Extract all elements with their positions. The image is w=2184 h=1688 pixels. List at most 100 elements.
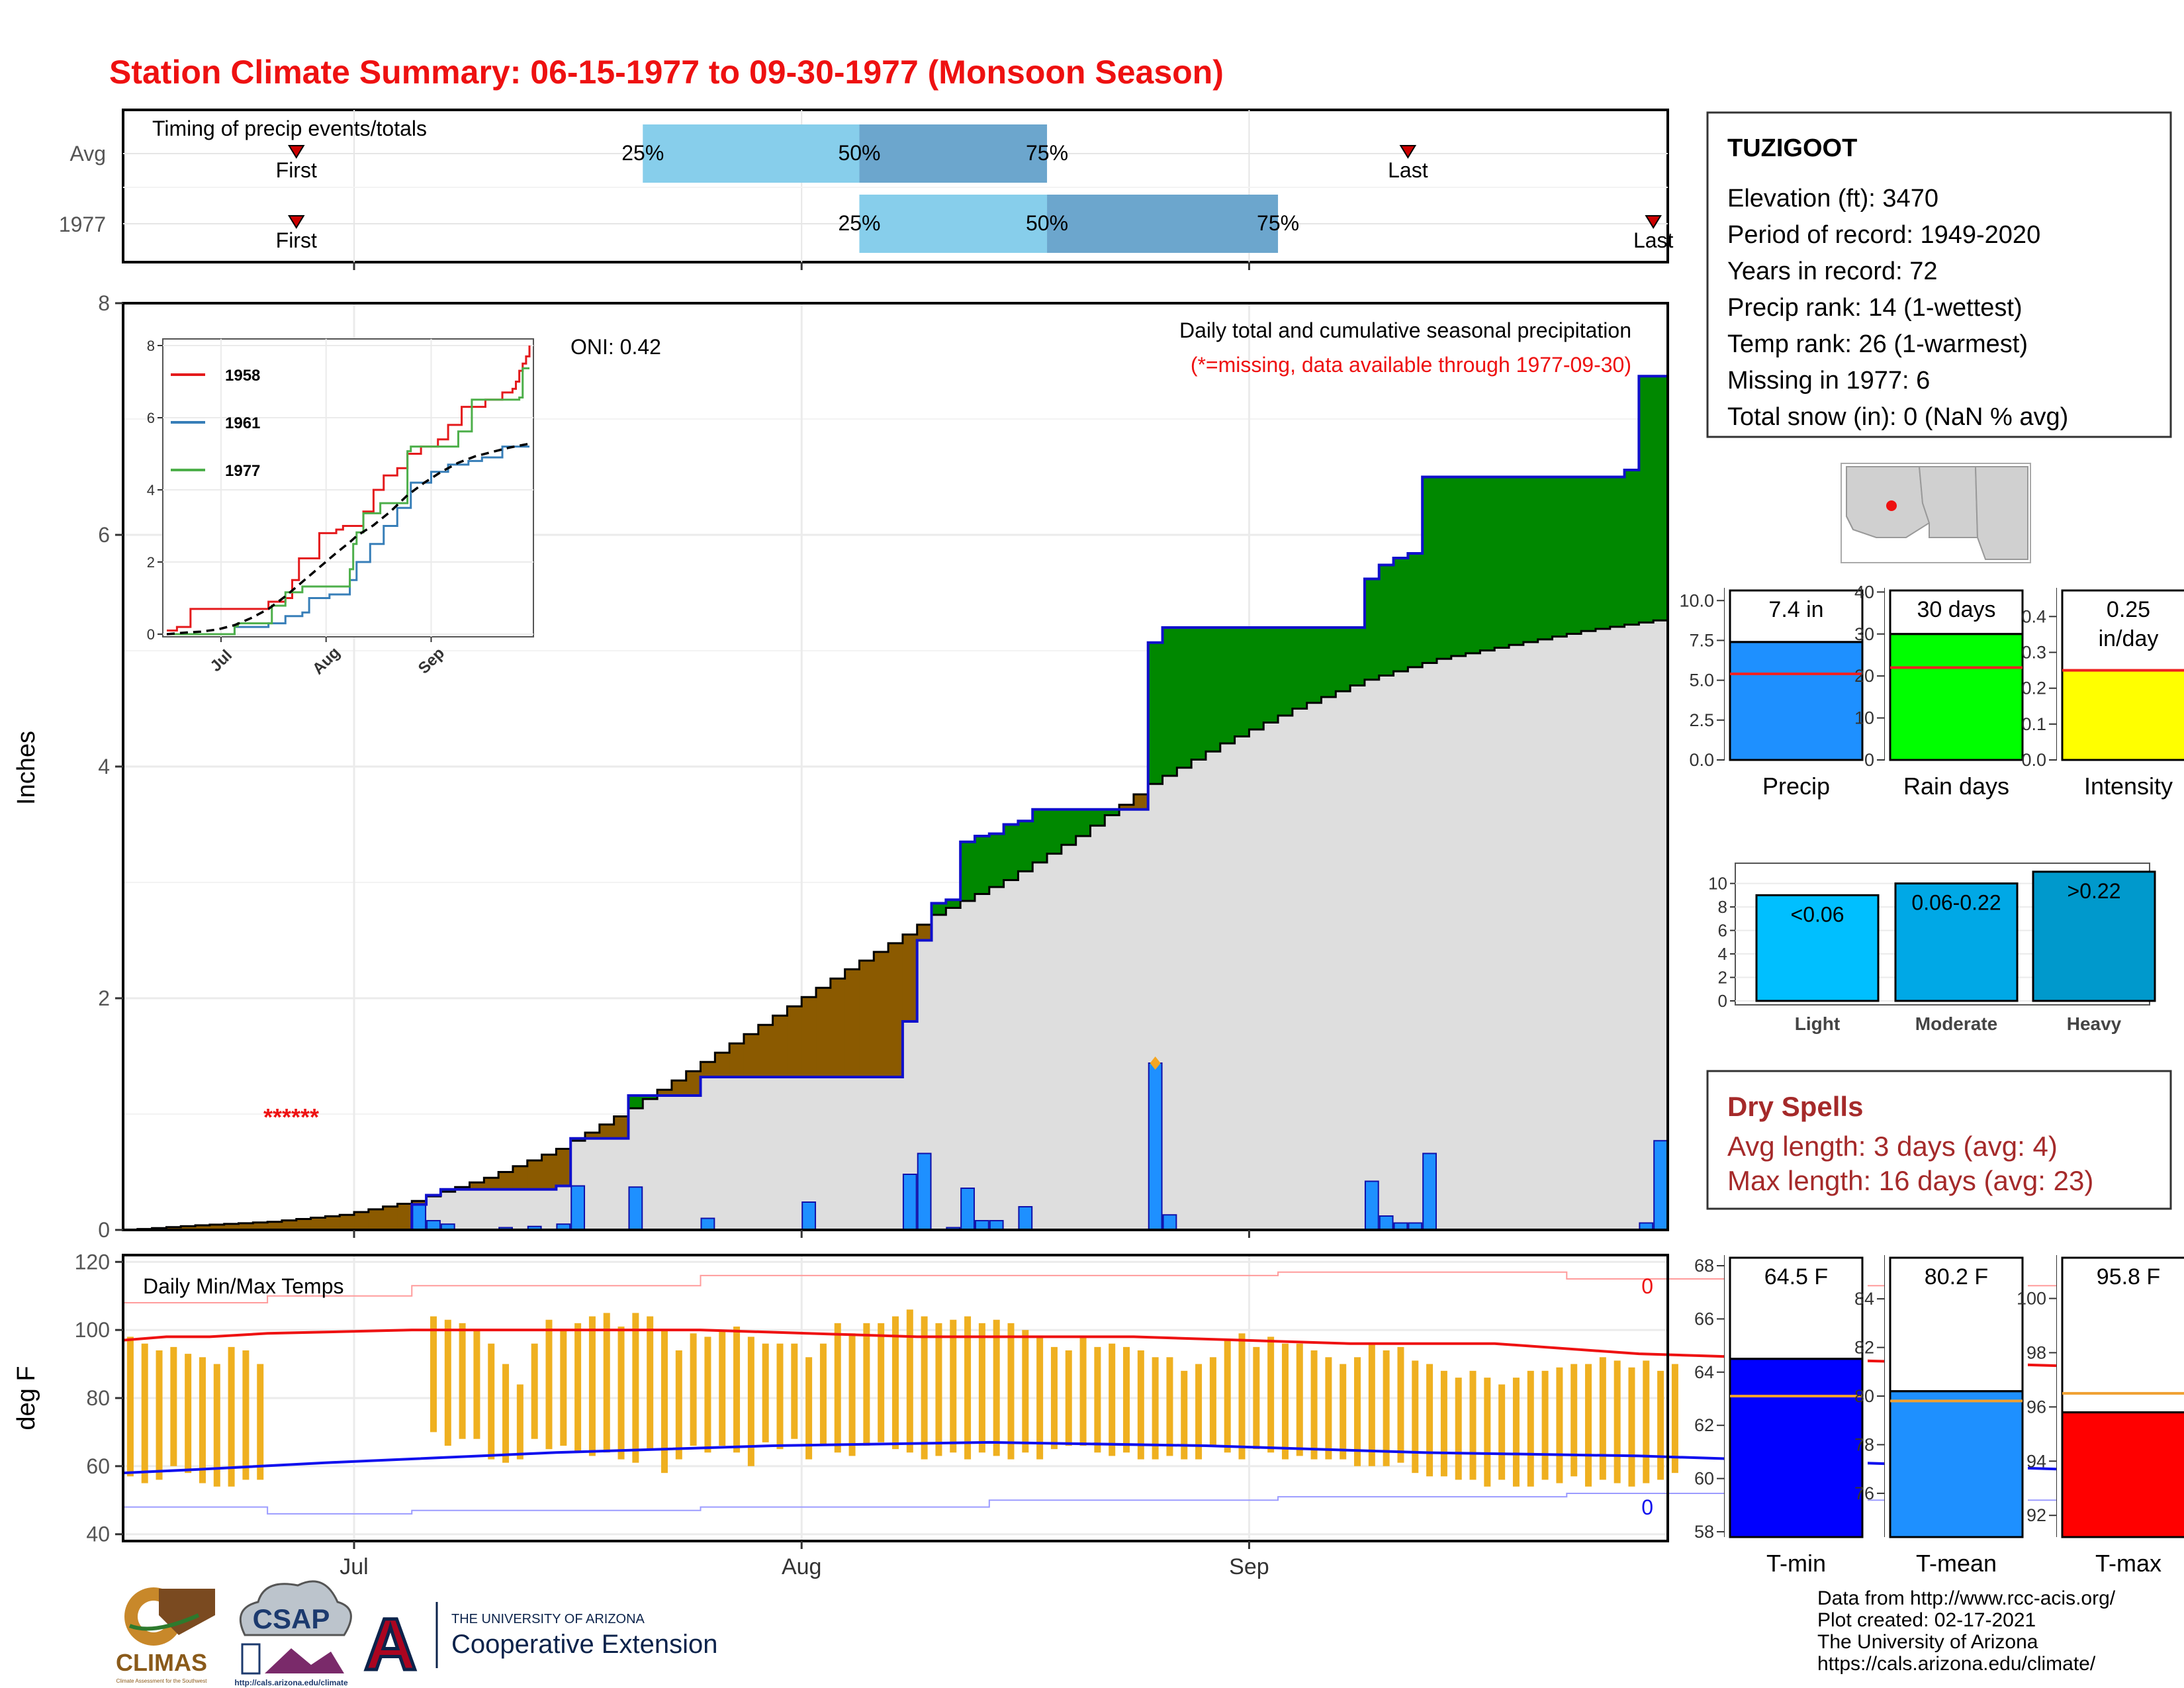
- below-average-fill: [181, 1226, 196, 1230]
- daily-temp-range-bar: [228, 1346, 235, 1487]
- tmax-y-tick-label: 96: [2026, 1397, 2046, 1417]
- precip-y-axis-label: Inches: [13, 731, 40, 805]
- precip-y-tick-label: 0: [98, 1218, 110, 1242]
- figure-title: Station Climate Summary: 06-15-1977 to 0…: [109, 54, 1224, 91]
- above-average-fill: [1278, 628, 1293, 716]
- daily-precip-bar: [974, 1220, 989, 1231]
- tmin-chart: 58 60 62 64 66 68 64.5 F T-min: [1694, 1255, 1868, 1577]
- timing-marker-label: Last: [1633, 228, 1674, 252]
- timing-bar-q25-q50: [859, 195, 1048, 253]
- above-average-fill: [946, 900, 961, 908]
- rain_days-value-label: 30 days: [1917, 597, 1995, 622]
- above-average-fill: [1220, 628, 1236, 743]
- below-average-fill: [902, 934, 918, 1021]
- precip-events-chart: 0 2 4 6 8 10 <0.06 Light 0.06-0.22 Moderate >0.22 H…: [1708, 863, 2156, 1034]
- above-average-fill: [1523, 477, 1539, 643]
- daily-temp-range-bar: [1267, 1336, 1275, 1453]
- timing-row-label-1977: 1977: [59, 212, 106, 236]
- daily-temp-range-bar: [1498, 1384, 1506, 1480]
- below-average-fill: [166, 1227, 181, 1230]
- daily-temp-range-bar: [848, 1333, 856, 1456]
- inset-y-tick-label: 8: [147, 338, 155, 354]
- tmin-y-tick-label: 62: [1694, 1415, 1714, 1435]
- daily-temp-range-bar: [776, 1343, 784, 1450]
- daily-temp-range-bar: [878, 1323, 885, 1442]
- daily-temp-range-bar: [1585, 1364, 1592, 1487]
- dry-spells-max-length: Max length: 16 days (avg: 23): [1727, 1165, 2093, 1196]
- tmin-x-label: T-min: [1766, 1550, 1826, 1577]
- daily-temp-range-bar: [1426, 1364, 1433, 1477]
- daily-temp-range-bar: [1310, 1350, 1318, 1460]
- inset-series-1977: [167, 367, 529, 635]
- above-average-fill: [1653, 376, 1668, 621]
- intensity-x-label: Intensity: [2084, 773, 2173, 800]
- above-average-fill: [1205, 628, 1221, 752]
- daily-temp-range-bar: [1397, 1346, 1404, 1463]
- daily-temp-range-bar: [791, 1343, 798, 1439]
- daily-temp-range-bar: [1440, 1370, 1447, 1477]
- below-average-fill: [412, 1201, 427, 1205]
- daily-precip-bar: [570, 1185, 586, 1231]
- daily-precip-bar: [412, 1203, 427, 1231]
- below-average-fill: [498, 1172, 514, 1190]
- below-average-fill: [325, 1216, 340, 1230]
- tmax-y-tick-label: 92: [2026, 1505, 2046, 1525]
- below-average-fill: [859, 961, 874, 1077]
- daily-temp-range-bar: [964, 1316, 972, 1460]
- daily-temp-range-bar: [1570, 1364, 1578, 1477]
- daily-temp-range-bar: [574, 1323, 582, 1453]
- daily-temp-range-bar: [1209, 1357, 1216, 1446]
- footer-credit-line: The University of Arizona: [1817, 1631, 2038, 1653]
- record-low-count: 0: [1641, 1495, 1653, 1519]
- tmax-chart: 92 94 96 98 100 95.8 F T-max: [2017, 1255, 2184, 1577]
- precip-legend-title: Daily total and cumulative seasonal prec…: [1179, 318, 1631, 342]
- daily-precip-bar: [1018, 1206, 1033, 1231]
- temp-y-tick-label: 40: [86, 1523, 110, 1546]
- above-average-fill: [628, 1096, 643, 1109]
- precip-events-y-tick-label: 4: [1718, 944, 1727, 964]
- above-average-fill: [1249, 628, 1264, 729]
- rain_days-y-tick-label: 10: [1854, 708, 1874, 728]
- station-details: Elevation (ft): 3470 Period of record: 19…: [1727, 185, 2068, 431]
- csap-logo-url: http://cals.arizona.edu/climate: [234, 1678, 348, 1687]
- daily-temp-range-bar: [1123, 1346, 1130, 1453]
- precip-y-tick-label: 8: [98, 291, 110, 315]
- daily-temp-range-bar: [1325, 1357, 1332, 1460]
- rain_days-value-bar: [1889, 633, 2024, 761]
- daily-temp-range-bar: [863, 1323, 870, 1446]
- daily-temp-range-bar: [704, 1336, 711, 1453]
- daily-temp-range-bar: [1455, 1378, 1462, 1480]
- precip_total-x-label: Precip: [1762, 773, 1830, 800]
- above-average-fill: [1047, 809, 1062, 854]
- below-average-fill: [917, 924, 933, 941]
- daily-temp-range-bar: [199, 1357, 206, 1483]
- temp-y-tick-label: 80: [86, 1386, 110, 1410]
- below-average-fill: [801, 997, 817, 1077]
- below-average-fill: [209, 1224, 225, 1230]
- above-average-fill: [989, 833, 1005, 887]
- station-detail-line: Total snow (in): 0 (NaN % avg): [1727, 403, 2068, 431]
- daily-temp-range-bar: [588, 1316, 596, 1456]
- daily-temp-range-bar: [892, 1316, 899, 1450]
- ua-cooperative-extension-logo: A THE UNIVERSITY OF ARIZONA Cooperative …: [363, 1602, 717, 1687]
- below-average-fill: [1133, 794, 1149, 810]
- timing-marker-label: First: [276, 228, 317, 252]
- below-average-fill: [296, 1219, 312, 1230]
- summary-bar-charts: 0.02.55.07.510.0 7.4 inPrecip01020304030 …: [1679, 582, 2184, 1577]
- precip-events-bar-light: [1755, 894, 1880, 1002]
- dry-spells-title: Dry Spells: [1727, 1091, 1863, 1122]
- csap-logo: CSAP http://cals.arizona.edu/climate: [234, 1580, 352, 1687]
- below-average-fill: [772, 1015, 788, 1077]
- intensity-y-tick-label: 0.1: [2021, 714, 2046, 734]
- temp-plot-area: [122, 1271, 2184, 1515]
- tmean-y-tick-label: 78: [1854, 1434, 1874, 1454]
- daily-temp-range-bar: [257, 1364, 264, 1480]
- footer-credit-line: Data from http://www.rcc-acis.org/: [1817, 1587, 2116, 1609]
- above-average-fill: [643, 1096, 658, 1100]
- station-detail-line: Elevation (ft): 3470: [1727, 185, 1938, 212]
- precip-events-y-tick-label: 8: [1718, 897, 1727, 917]
- intensity-y-tick-label: 0.0: [2021, 750, 2046, 770]
- precip-legend-subtitle: (*=missing, data available through 1977-…: [1191, 353, 1631, 377]
- precip-events-bar-label: 0.06-0.22: [1911, 891, 2001, 915]
- station-info-box: TUZIGOOT Elevation (ft): 3470 Period of r…: [1706, 111, 2172, 438]
